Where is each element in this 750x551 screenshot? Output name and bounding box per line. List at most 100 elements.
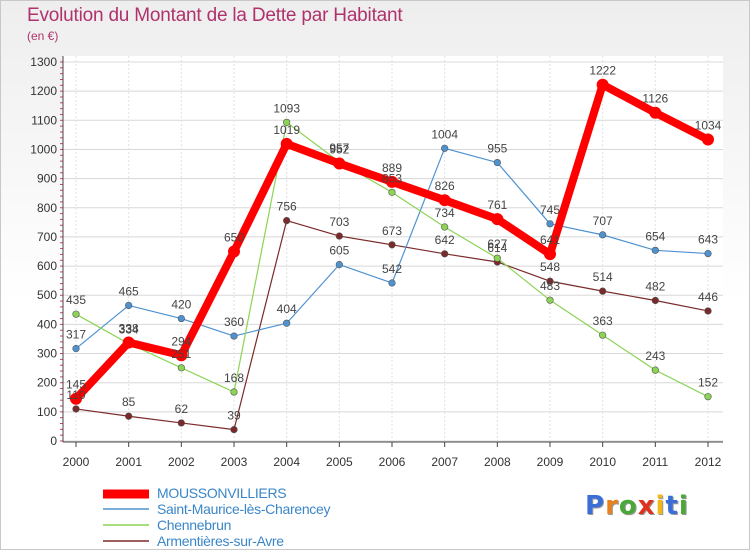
data-label: 745 <box>540 203 560 217</box>
series-point-0 <box>175 349 188 362</box>
series-point-0 <box>544 248 556 261</box>
series-point-2 <box>441 223 449 231</box>
legend-item-saint-maurice: Saint-Maurice-lès-Charencey <box>101 501 461 517</box>
data-label: 446 <box>698 290 718 304</box>
series-point-1 <box>599 231 607 239</box>
series-point-1 <box>125 301 133 310</box>
series-point-3 <box>704 307 712 315</box>
data-label: 39 <box>227 409 241 423</box>
data-label: 756 <box>277 200 297 214</box>
series-point-0 <box>386 175 398 188</box>
series-point-2 <box>704 393 712 401</box>
legend-swatch <box>103 508 149 510</box>
chart-subtitle: (en €) <box>27 29 59 43</box>
series-point-1 <box>704 249 712 258</box>
series-point-3 <box>283 216 291 225</box>
series-point-2 <box>283 118 291 126</box>
series-point-2 <box>651 366 659 374</box>
series-point-1 <box>546 220 554 228</box>
x-tick-label: 2008 <box>484 455 511 469</box>
data-label: 110 <box>66 388 85 402</box>
data-label: 338 <box>119 321 139 335</box>
series-point-2 <box>177 364 185 372</box>
data-label: 145 <box>66 378 86 392</box>
data-label: 641 <box>540 233 560 247</box>
x-tick-label: 2003 <box>221 455 248 469</box>
data-label: 62 <box>175 402 189 416</box>
data-label: 435 <box>66 293 86 307</box>
data-label: 317 <box>66 328 86 342</box>
series-point-2 <box>72 310 80 318</box>
data-label: 1093 <box>273 101 300 115</box>
data-label: 465 <box>119 284 139 298</box>
x-tick-label: 2007 <box>431 455 458 469</box>
series-point-1 <box>72 344 80 353</box>
x-tick-label: 2002 <box>168 455 195 469</box>
series-point-1 <box>441 144 449 152</box>
legend: MOUSSONVILLIERS Saint-Maurice-lès-Charen… <box>101 485 461 549</box>
chart-title: Evolution du Montant de la Dette par Hab… <box>27 5 403 26</box>
y-tick-label: 0 <box>50 434 57 448</box>
series-point-3 <box>441 250 449 258</box>
legend-swatch <box>103 489 149 499</box>
legend-item-chennebrun: Chennebrun <box>101 517 461 533</box>
data-label: 404 <box>277 302 297 316</box>
x-tick-label: 2011 <box>642 455 668 469</box>
y-tick-label: 200 <box>37 376 57 390</box>
series-point-3 <box>651 296 659 305</box>
data-label: 952 <box>329 142 349 156</box>
data-label: 707 <box>593 214 613 228</box>
series-point-1 <box>335 261 343 269</box>
y-tick-label: 1200 <box>30 84 57 98</box>
legend-swatch <box>103 540 149 542</box>
data-label: 294 <box>171 334 191 348</box>
data-label: 654 <box>645 229 665 243</box>
data-label: 643 <box>698 233 718 247</box>
y-tick-label: 900 <box>37 172 57 186</box>
data-label: 360 <box>224 315 244 329</box>
plot-area <box>63 56 723 442</box>
data-label: 605 <box>329 244 349 258</box>
data-label: 1222 <box>589 64 616 78</box>
series-point-3 <box>177 419 185 427</box>
data-label: 483 <box>540 279 560 293</box>
data-label: 761 <box>487 198 507 212</box>
data-label: 1034 <box>695 119 722 133</box>
series-point-3 <box>546 277 554 285</box>
logo-letter: i <box>655 491 666 521</box>
x-tick-label: 2012 <box>695 455 722 469</box>
series-point-1 <box>283 319 291 327</box>
series-point-3 <box>388 241 396 249</box>
legend-label: MOUSSONVILLIERS <box>157 485 287 501</box>
series-point-2 <box>493 254 501 262</box>
legend-label: Armentières-sur-Avre <box>157 533 284 549</box>
legend-item-moussonvilliers: MOUSSONVILLIERS <box>101 485 461 501</box>
x-tick-label: 2000 <box>63 455 90 469</box>
y-tick-label: 800 <box>37 201 57 215</box>
data-label: 548 <box>540 260 560 274</box>
series-point-0 <box>333 157 346 170</box>
series-point-1 <box>177 314 185 323</box>
data-label: 420 <box>171 298 191 312</box>
data-label: 614 <box>487 241 507 255</box>
series-point-0 <box>70 392 82 405</box>
series-point-3 <box>599 287 607 295</box>
y-tick-label: 100 <box>37 405 57 419</box>
series-point-1 <box>651 246 659 254</box>
data-label: 542 <box>382 262 402 276</box>
series-point-3 <box>230 426 238 434</box>
data-label: 514 <box>593 270 613 284</box>
data-label: 853 <box>382 171 402 185</box>
series-point-0 <box>228 245 240 258</box>
series-point-3 <box>72 405 80 413</box>
logo-letter: i <box>678 491 689 521</box>
x-tick-label: 2009 <box>537 455 564 469</box>
data-label: 1019 <box>273 123 300 137</box>
x-tick-label: 2001 <box>115 455 142 469</box>
legend-label: Saint-Maurice-lès-Charencey <box>157 501 331 517</box>
y-tick-label: 1100 <box>31 113 57 127</box>
y-tick-label: 1300 <box>30 55 57 69</box>
data-label: 957 <box>329 141 349 155</box>
